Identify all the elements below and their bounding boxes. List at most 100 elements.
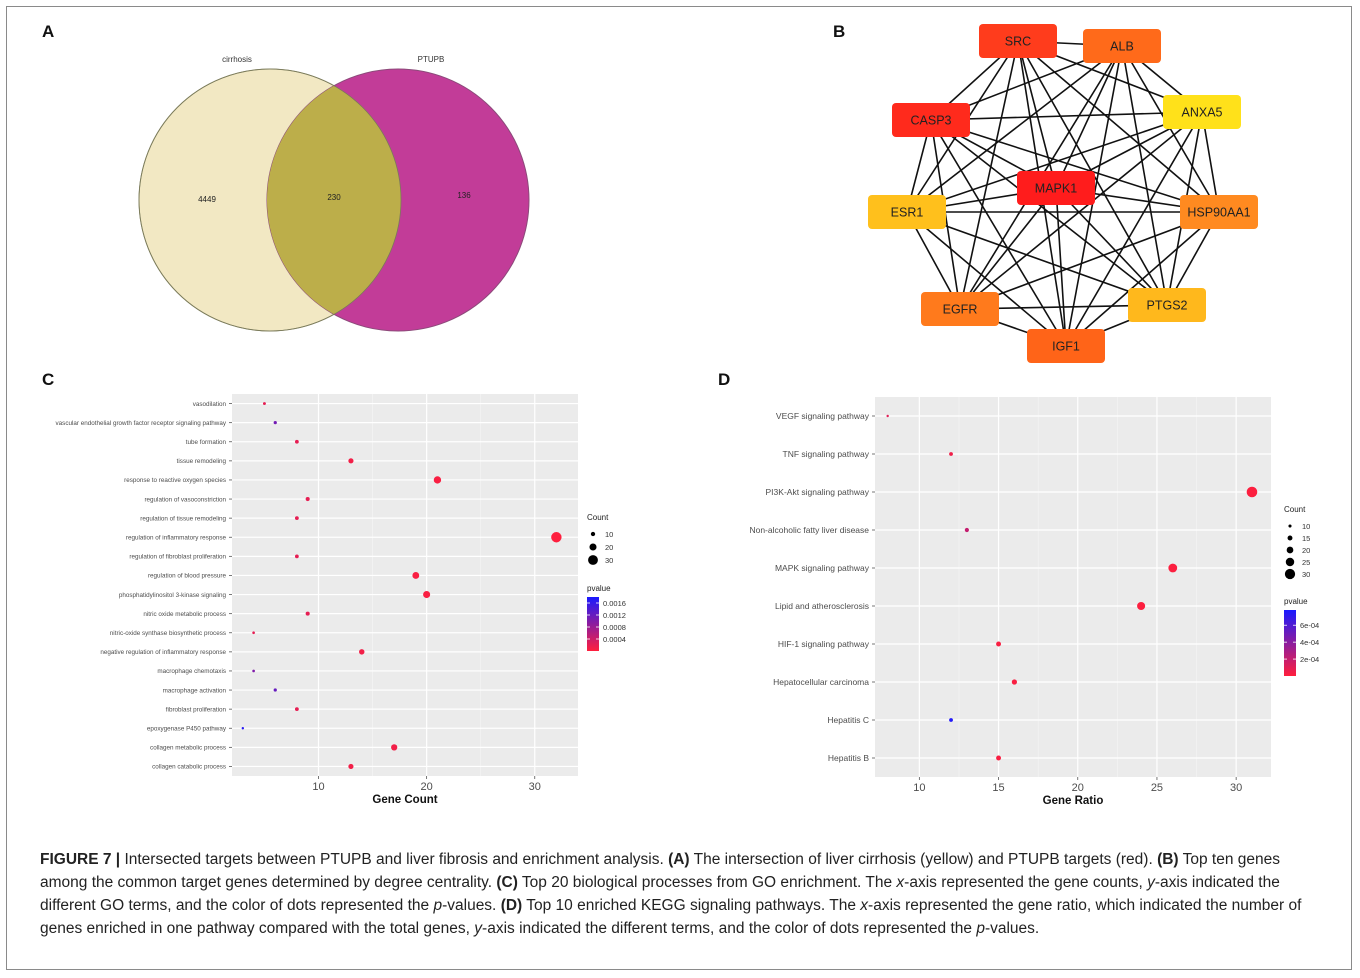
caption-ref-b: (B) [1157, 851, 1179, 868]
figure-frame [6, 6, 1352, 970]
venn-diagram: cirrhosis PTUPB 4449 230 136 [138, 55, 530, 332]
caption-text: -axis indicated the different terms, and… [482, 920, 977, 937]
network-node-label: IGF1 [1052, 340, 1080, 354]
kegg-x-tick-label: 15 [992, 782, 1004, 794]
kegg-size-legend-label: 10 [1302, 522, 1310, 531]
network-node-casp3: CASP3 [892, 103, 970, 137]
network-node-src: SRC [979, 24, 1057, 58]
network-node-mapk1: MAPK1 [1017, 171, 1095, 205]
venn-count-intersection: 230 [327, 193, 341, 202]
kegg-data-point [996, 755, 1001, 761]
kegg-dot-plot: VEGF signaling pathway TNF signaling path… [749, 397, 1319, 807]
caption-text: The intersection of liver cirrhosis (yel… [689, 851, 1158, 868]
network-edge [1055, 187, 1168, 306]
go-data-point [551, 532, 562, 543]
caption-italic: x [896, 874, 905, 891]
go-data-point [252, 669, 255, 673]
caption-italic: y [1147, 874, 1155, 891]
caption-text: -axis indicated the different GO terms, … [40, 874, 1280, 914]
kegg-x-tick-label: 10 [913, 782, 925, 794]
kegg-x-tick-label: 30 [1230, 782, 1242, 794]
network-node-label: CASP3 [911, 114, 952, 128]
caption-text: Top 10 enriched KEGG signaling pathways.… [522, 897, 861, 914]
network-node-ptgs2: PTGS2 [1128, 288, 1206, 322]
kegg-size-legend-title: Count [1284, 505, 1306, 514]
go-category-label: vasodilation [193, 401, 227, 408]
go-category-label: macrophage activation [163, 687, 227, 694]
network-edge [930, 119, 1168, 306]
kegg-data-point [949, 718, 953, 722]
go-category-label: regulation of inflammatory response [126, 534, 227, 541]
network-edge [1055, 45, 1123, 189]
caption-text: Top ten genes among the common target ge… [40, 851, 1281, 891]
kegg-size-legend-key [1288, 524, 1292, 528]
caption-text: Intersected targets between PTUPB and li… [120, 851, 669, 868]
kegg-category-label: Hepatitis B [828, 753, 869, 763]
go-category-label: tissue remodeling [177, 458, 227, 465]
venn-count-right: 136 [457, 191, 471, 200]
kegg-category-label: Hepatocellular carcinoma [773, 677, 869, 687]
network-node-label: SRC [1005, 35, 1031, 49]
kegg-color-legend-label: 4e-04 [1300, 638, 1319, 647]
go-category-label: nitric oxide metabolic process [143, 611, 226, 618]
go-size-legend-key [589, 543, 597, 551]
go-color-legend-label: 0.0016 [603, 599, 626, 608]
kegg-data-point [1137, 601, 1146, 611]
go-data-point [294, 707, 299, 712]
go-color-legend-title: pvalue [587, 584, 611, 593]
network-edge [959, 111, 1203, 310]
network-edge [930, 119, 1067, 347]
go-category-label: nitric-oxide synthase biosynthetic proce… [110, 630, 226, 637]
kegg-data-point [886, 414, 889, 418]
figure-caption: FIGURE 7 | Intersected targets between P… [40, 848, 1330, 940]
kegg-category-label: TNF signaling pathway [783, 449, 870, 459]
venn-overlap [267, 69, 401, 331]
go-color-legend-label: 0.0012 [603, 611, 626, 620]
kegg-color-legend-label: 2e-04 [1300, 655, 1319, 664]
network-node-label: EGFR [943, 303, 978, 317]
caption-text: -axis represented the gene counts, [904, 874, 1148, 891]
go-category-label: regulation of fibroblast proliferation [129, 554, 226, 561]
caption-italic: y [474, 920, 483, 937]
go-data-point [262, 402, 266, 406]
network-edge [906, 111, 1203, 213]
kegg-data-point [1011, 679, 1018, 685]
go-data-point [294, 554, 299, 559]
network-node-label: ANXA5 [1182, 106, 1223, 120]
network-node-igf1: IGF1 [1027, 329, 1105, 363]
kegg-plot-area [875, 397, 1271, 777]
go-x-tick-label: 30 [529, 781, 541, 793]
go-color-legend-label: 0.0004 [603, 635, 626, 644]
kegg-category-label: HIF-1 signaling pathway [778, 639, 870, 649]
go-data-point [423, 591, 431, 599]
caption-text: -values. [984, 920, 1040, 937]
network-node-anxa5: ANXA5 [1163, 95, 1241, 129]
kegg-size-legend-label: 20 [1302, 546, 1310, 555]
go-category-label: collagen metabolic process [150, 745, 226, 752]
go-data-point [241, 727, 245, 730]
kegg-size-legend-label: 25 [1302, 558, 1310, 567]
network-edge [1017, 40, 1220, 213]
kegg-x-tick-label: 25 [1151, 782, 1163, 794]
kegg-category-label: Hepatitis C [827, 715, 869, 725]
go-category-label: collagen catabolic process [152, 764, 226, 771]
network-node-label: HSP90AA1 [1187, 206, 1250, 220]
caption-text: -values. [442, 897, 501, 914]
kegg-color-legend-bar [1284, 610, 1296, 676]
kegg-size-legend-key [1284, 568, 1296, 580]
caption-italic: x [860, 897, 869, 914]
go-x-tick-label: 20 [421, 781, 433, 793]
kegg-size-legend-key [1287, 535, 1293, 541]
kegg-data-point [964, 527, 969, 533]
network-edge [1121, 45, 1168, 306]
go-size-legend-key [588, 555, 598, 565]
go-x-tick-label: 10 [312, 781, 324, 793]
go-color-legend-label: 0.0008 [603, 623, 626, 632]
network-node-alb: ALB [1083, 29, 1161, 63]
go-data-point [273, 688, 277, 692]
kegg-x-axis-label: Gene Ratio [1043, 795, 1104, 807]
go-data-point [305, 611, 310, 616]
network-node-label: ESR1 [891, 206, 924, 220]
kegg-data-point [1168, 563, 1178, 573]
go-data-point [273, 421, 277, 425]
